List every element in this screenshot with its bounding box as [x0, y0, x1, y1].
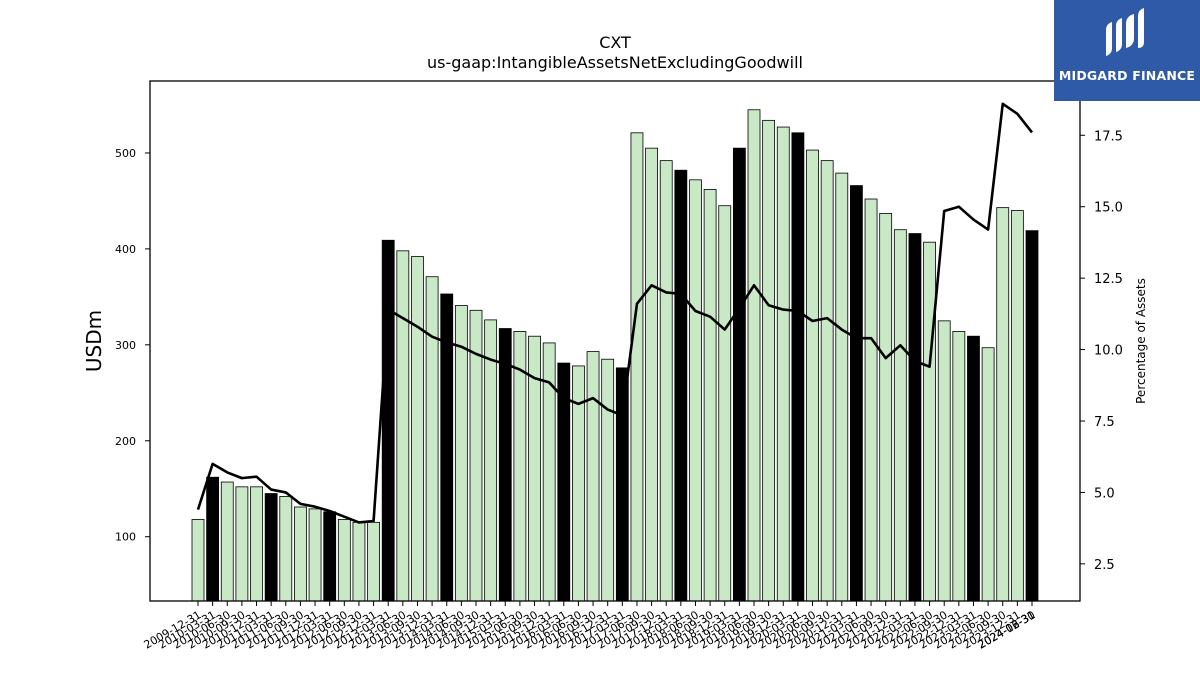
bar [762, 119, 776, 602]
y-tick-label: 200 [115, 435, 136, 448]
bar [396, 250, 410, 602]
bar [645, 147, 658, 602]
bar [220, 481, 234, 602]
bar [718, 205, 732, 602]
bar [367, 521, 380, 602]
bar [981, 347, 995, 602]
bar [308, 508, 322, 602]
chart-title: CXT [599, 33, 631, 52]
y-tick-label: 100 [115, 531, 136, 544]
x-axis-ticks: 2009-12-312010-03-312010-06-302010-09-30… [142, 601, 1038, 652]
bar [806, 149, 819, 602]
y2-tick-label: 2.5 [1094, 558, 1115, 573]
bar [425, 276, 439, 602]
bar [586, 351, 600, 602]
bar [615, 367, 629, 602]
bar [937, 320, 951, 602]
bar [235, 486, 249, 602]
y-tick-label: 400 [115, 243, 136, 256]
y-tick-label: 500 [115, 147, 136, 160]
left-axis-ticks: 100 200 300 400 500 [115, 147, 150, 544]
y2-tick-label: 15.0 [1094, 201, 1123, 216]
bar [864, 198, 878, 602]
bar [820, 160, 834, 602]
bar [191, 519, 205, 602]
bar [294, 506, 307, 602]
bar [352, 521, 366, 602]
bar [279, 496, 293, 602]
right-axis-ticks: 2.5 5.0 7.5 10.0 12.5 15.0 17.5 [1080, 129, 1123, 573]
bar [206, 476, 220, 602]
bar [879, 212, 893, 602]
bar [923, 241, 936, 602]
y2-tick-label: 5.0 [1094, 486, 1115, 501]
plot-frame [149, 80, 1081, 602]
y2-tick-label: 10.0 [1094, 344, 1123, 359]
bar [498, 328, 512, 602]
bar [791, 132, 805, 602]
bar [250, 486, 263, 602]
bar [703, 189, 717, 602]
bar [659, 160, 673, 602]
bar [411, 256, 424, 602]
bar [967, 335, 980, 602]
bar [1025, 230, 1039, 602]
bar [776, 126, 790, 602]
y-tick-label: 300 [115, 339, 136, 352]
y-axis-label: USDm [82, 310, 106, 372]
y2-tick-label: 17.5 [1094, 129, 1123, 144]
bar [674, 169, 688, 602]
y2-axis-label: Percentage of Assets [1134, 278, 1148, 404]
percentage-line [196, 102, 1034, 524]
midgard-finance-logo: MIDGARD FINANCE [1054, 0, 1200, 101]
bar [747, 109, 761, 602]
bar [952, 331, 966, 602]
bar [893, 229, 907, 602]
bar [630, 132, 644, 602]
chart-subtitle: us-gaap:IntangibleAssetsNetExcludingGood… [427, 53, 803, 72]
y2-tick-label: 12.5 [1094, 272, 1123, 287]
bar [1010, 210, 1024, 602]
bar [908, 233, 922, 602]
midgard-logo-icon [1106, 8, 1144, 56]
bar [381, 239, 395, 602]
bar [732, 147, 746, 602]
bar [264, 493, 278, 602]
logo-text: MIDGARD FINANCE [1058, 68, 1196, 83]
bar [996, 207, 1010, 602]
bar [850, 185, 863, 602]
bar [835, 172, 849, 602]
line-series [196, 102, 1034, 524]
bar [337, 519, 351, 602]
bar [689, 179, 702, 602]
bar [601, 358, 615, 602]
bar [323, 511, 337, 602]
y2-tick-label: 7.5 [1094, 415, 1115, 430]
